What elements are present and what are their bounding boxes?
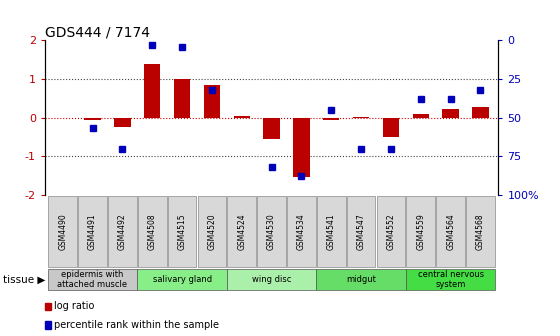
FancyBboxPatch shape (347, 196, 375, 267)
FancyBboxPatch shape (317, 196, 346, 267)
Bar (144, 64, 160, 118)
Text: GSM4520: GSM4520 (207, 213, 216, 250)
FancyBboxPatch shape (466, 196, 495, 267)
Bar (114, 118, 130, 127)
Text: midgut: midgut (346, 275, 376, 284)
Bar (323, 118, 339, 120)
Text: GSM4564: GSM4564 (446, 213, 455, 250)
FancyBboxPatch shape (257, 196, 286, 267)
Text: central nervous
system: central nervous system (418, 270, 484, 289)
FancyBboxPatch shape (227, 196, 256, 267)
FancyBboxPatch shape (198, 196, 226, 267)
FancyBboxPatch shape (227, 269, 316, 290)
FancyBboxPatch shape (108, 196, 137, 267)
Text: log ratio: log ratio (54, 301, 94, 311)
Text: GSM4508: GSM4508 (148, 213, 157, 250)
Text: GSM4559: GSM4559 (416, 213, 425, 250)
FancyBboxPatch shape (406, 269, 496, 290)
Text: epidermis with
attached muscle: epidermis with attached muscle (58, 270, 128, 289)
Text: wing disc: wing disc (252, 275, 291, 284)
Bar (442, 109, 459, 118)
Text: GSM4547: GSM4547 (357, 213, 366, 250)
FancyBboxPatch shape (168, 196, 197, 267)
FancyBboxPatch shape (316, 269, 406, 290)
FancyBboxPatch shape (48, 269, 137, 290)
Text: GSM4492: GSM4492 (118, 213, 127, 250)
FancyBboxPatch shape (137, 269, 227, 290)
Bar (383, 118, 399, 137)
Text: tissue ▶: tissue ▶ (3, 275, 45, 285)
Text: percentile rank within the sample: percentile rank within the sample (54, 320, 218, 330)
Text: GSM4490: GSM4490 (58, 213, 67, 250)
FancyBboxPatch shape (407, 196, 435, 267)
Text: GSM4491: GSM4491 (88, 213, 97, 250)
Bar (85, 118, 101, 120)
Text: salivary gland: salivary gland (152, 275, 212, 284)
Bar (293, 118, 310, 177)
Bar (413, 114, 429, 118)
Text: GSM4534: GSM4534 (297, 213, 306, 250)
FancyBboxPatch shape (436, 196, 465, 267)
Bar (472, 107, 489, 118)
FancyBboxPatch shape (287, 196, 316, 267)
FancyBboxPatch shape (78, 196, 107, 267)
Bar (353, 117, 370, 118)
Text: GSM4530: GSM4530 (267, 213, 276, 250)
Text: GSM4515: GSM4515 (178, 213, 186, 250)
Text: GSM4552: GSM4552 (386, 213, 395, 250)
Text: GDS444 / 7174: GDS444 / 7174 (45, 25, 150, 39)
FancyBboxPatch shape (138, 196, 166, 267)
Bar (263, 118, 280, 139)
Bar (174, 79, 190, 118)
FancyBboxPatch shape (377, 196, 405, 267)
Text: GSM4568: GSM4568 (476, 213, 485, 250)
FancyBboxPatch shape (48, 196, 77, 267)
Text: GSM4524: GSM4524 (237, 213, 246, 250)
Bar (234, 116, 250, 118)
Bar (204, 85, 220, 118)
Text: GSM4541: GSM4541 (327, 213, 336, 250)
